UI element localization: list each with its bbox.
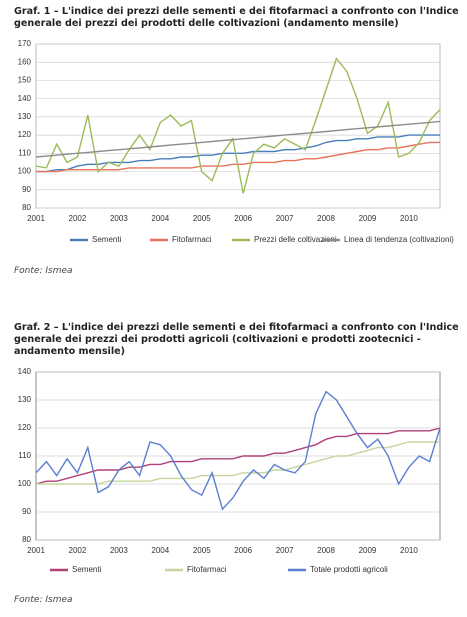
series-line xyxy=(36,441,440,485)
series-line xyxy=(35,427,441,485)
x-tick-label: 2007 xyxy=(276,214,294,223)
y-tick-label: 120 xyxy=(18,423,32,432)
series-line xyxy=(36,134,440,173)
chart-title: Graf. 2 – L'indice dei prezzi delle seme… xyxy=(14,322,459,357)
x-tick-label: 2007 xyxy=(276,546,294,555)
legend-label: Fitofarmaci xyxy=(187,565,227,574)
y-tick-label: 170 xyxy=(18,39,32,48)
x-tick-label: 2009 xyxy=(359,214,377,223)
x-tick-label: 2009 xyxy=(359,546,377,555)
chart: 80 90 100 110 120 130 140 2001 2002 2003 2004 2005 2… xyxy=(18,367,441,574)
y-tick-label: 110 xyxy=(18,148,31,157)
y-tick-label: 120 xyxy=(18,130,32,139)
legend-label: Linea di tendenza (coltivazioni) xyxy=(344,235,454,244)
source: Fonte: Ismea xyxy=(14,595,73,605)
x-tick-label: 2002 xyxy=(69,214,87,223)
y-tick-label: 130 xyxy=(18,395,32,404)
legend-label: Sementi xyxy=(92,235,122,244)
x-tick-label: 2006 xyxy=(234,546,252,555)
y-tick-label: 80 xyxy=(22,203,31,212)
chart: 80 90 100 110 120 130 140 150 160 170 2001 2002 2003… xyxy=(18,39,455,244)
legend-label: Totale prodotti agricoli xyxy=(310,565,388,574)
x-tick-label: 2006 xyxy=(234,214,252,223)
x-tick-label: 2001 xyxy=(27,214,45,223)
y-tick-label: 100 xyxy=(18,167,32,176)
plot-frame xyxy=(35,43,441,209)
legend-label: Fitofarmaci xyxy=(172,235,212,244)
x-tick-label: 2002 xyxy=(69,546,87,555)
legend-label: Prezzi delle coltivazioni xyxy=(254,235,337,244)
y-tick-label: 90 xyxy=(22,185,31,194)
x-tick-label: 2010 xyxy=(400,546,418,555)
y-tick-label: 160 xyxy=(18,57,32,66)
x-tick-label: 2003 xyxy=(110,214,128,223)
x-tick-label: 2003 xyxy=(110,546,128,555)
y-tick-label: 80 xyxy=(22,535,31,544)
y-tick-label: 110 xyxy=(18,451,31,460)
source: Fonte: Ismea xyxy=(14,266,73,276)
legend-label: Sementi xyxy=(72,565,102,574)
y-tick-label: 140 xyxy=(18,367,32,376)
x-tick-label: 2010 xyxy=(400,214,418,223)
y-tick-label: 130 xyxy=(18,112,32,121)
y-tick-label: 140 xyxy=(18,94,32,103)
series-line xyxy=(35,390,441,511)
chart-title: Graf. 1 – L'indice dei prezzi delle seme… xyxy=(14,6,459,29)
x-tick-label: 2008 xyxy=(317,546,335,555)
x-tick-label: 2008 xyxy=(317,214,335,223)
x-tick-label: 2004 xyxy=(151,546,169,555)
series-line xyxy=(35,120,441,158)
x-tick-label: 2001 xyxy=(27,546,45,555)
x-tick-label: 2004 xyxy=(151,214,169,223)
series-line xyxy=(35,57,441,194)
y-tick-label: 100 xyxy=(18,479,32,488)
y-tick-label: 150 xyxy=(18,76,32,85)
x-tick-label: 2005 xyxy=(193,546,211,555)
x-tick-label: 2005 xyxy=(193,214,211,223)
y-tick-label: 90 xyxy=(22,507,31,516)
